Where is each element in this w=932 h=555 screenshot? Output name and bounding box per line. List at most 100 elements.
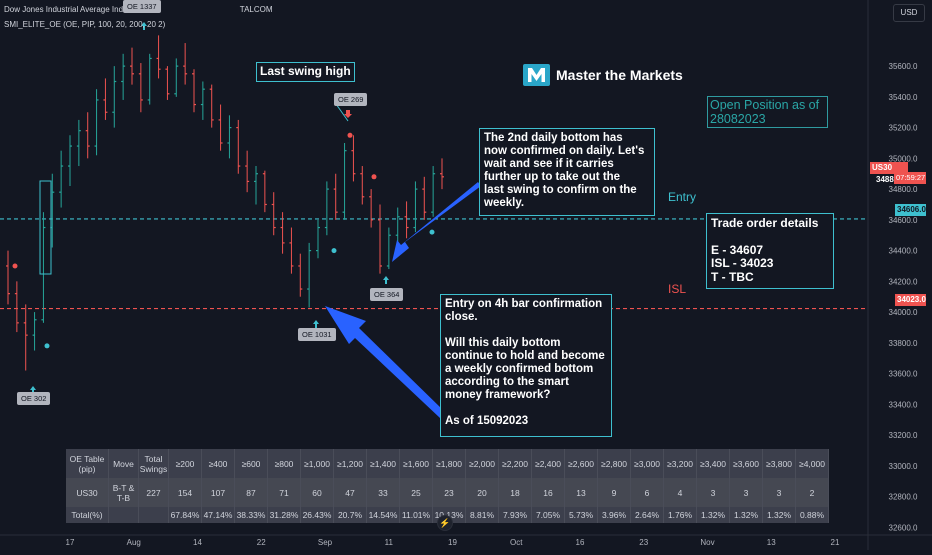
currency-selector[interactable]: USD: [893, 4, 925, 22]
table-header-cell: ≥1,400: [366, 449, 400, 478]
current-symbol: US30: [872, 163, 893, 172]
price-tick-label: 33000.0: [889, 462, 918, 471]
table-cell: 1.76%: [663, 507, 697, 523]
table-cell: 20.7%: [333, 507, 367, 523]
signal-marker: [44, 343, 50, 349]
table-cell: 38.33%: [234, 507, 268, 523]
lightning-icon[interactable]: ⚡: [437, 515, 453, 531]
oe-table-data-row: US30 B-T & T-B 227 154 107 87 71 60 47 3…: [66, 478, 829, 507]
table-cell: 14.54%: [366, 507, 400, 523]
time-tick-label: 22: [257, 538, 266, 547]
down-arrow-icon: [344, 110, 352, 118]
daily-bottom-note[interactable]: The 2nd daily bottom has now confirmed o…: [479, 128, 655, 216]
table-cell: [138, 507, 169, 523]
note-line: [445, 324, 607, 337]
table-header-cell: ≥2,200: [498, 449, 532, 478]
trade-details-note[interactable]: Trade order details E - 34607 ISL - 3402…: [706, 213, 834, 289]
table-header-cell: ≥1,800: [432, 449, 466, 478]
price-tick-label: 32600.0: [889, 523, 918, 532]
table-cell: 13: [564, 478, 598, 507]
open-position-note[interactable]: Open Position as of 28082023: [707, 96, 828, 128]
table-header-cell: ≥4,000: [795, 449, 829, 478]
note-line: As of 15092023: [445, 415, 529, 427]
signal-marker: [331, 248, 337, 254]
time-tick-label: 11: [385, 538, 394, 547]
time-tick-label: Sep: [318, 538, 333, 547]
indicator-title[interactable]: SMI_ELITE_OE (OE, PIP, 100, 20, 200, 20 …: [4, 20, 165, 29]
book-icon: [523, 64, 550, 86]
table-cell: 47: [333, 478, 367, 507]
price-tick-label: 33400.0: [889, 400, 918, 409]
table-cell: 227: [138, 478, 169, 507]
note-line: E - 34607: [711, 242, 764, 257]
current-price-tag: US30 34881.6: [870, 162, 908, 184]
note-line: Entry on 4h bar confirmation: [445, 298, 603, 310]
entry-note[interactable]: Entry on 4h bar confirmation close. Will…: [440, 294, 612, 437]
time-tick-label: Nov: [700, 538, 714, 547]
up-arrow-icon: [141, 22, 147, 30]
note-line: T - TBC: [711, 269, 754, 284]
up-arrow-icon: [313, 320, 319, 328]
oe-tag-364: OE 364: [370, 288, 404, 301]
note-line: [711, 231, 829, 244]
table-cell: 2: [795, 478, 829, 507]
up-arrow-icon: [30, 386, 36, 394]
table-cell: 60: [300, 478, 334, 507]
indicator-tail: 2): [158, 20, 166, 29]
symbol-source: TALCOM: [239, 5, 273, 14]
swing-pointer: [335, 103, 349, 122]
table-header-cell: ≥200: [168, 449, 202, 478]
time-tick-label: 14: [193, 538, 202, 547]
note-line: [445, 402, 607, 415]
last-swing-high-note[interactable]: Last swing high: [256, 62, 355, 82]
note-line: money framework?: [445, 389, 551, 401]
brand-logo: Master the Markets: [523, 64, 683, 86]
note-line: The 2nd daily bottom has: [484, 132, 623, 144]
time-tick-label: 23: [639, 538, 648, 547]
price-tick-label: 33200.0: [889, 431, 918, 440]
note-line: a weekly confirmed bottom: [445, 363, 594, 375]
indicator-name: SMI_ELITE_OE (OE, PIP, 100, 20, 200, 20: [4, 20, 156, 29]
table-cell: 16: [531, 478, 565, 507]
table-cell: 5.73%: [564, 507, 598, 523]
price-tick-label: 33600.0: [889, 370, 918, 379]
table-cell: 2.64%: [630, 507, 664, 523]
price-tick-label: 35400.0: [889, 93, 918, 102]
oe-table-total-row: Total(%) 67.84% 47.14% 38.33% 31.28% 26.…: [66, 507, 829, 523]
isl-line-label: ISL: [668, 282, 687, 296]
price-tick-label: 34000.0: [889, 308, 918, 317]
note-line: wait and see if it carries: [484, 158, 614, 170]
note-line: close.: [445, 311, 478, 323]
time-tick-label: 13: [767, 538, 776, 547]
table-header-cell: ≥2,800: [597, 449, 631, 478]
last-swing-high-text: Last swing high: [260, 64, 351, 78]
oe-tag-269: OE 269: [334, 93, 368, 106]
table-header-cell: ≥3,200: [663, 449, 697, 478]
time-tick-label: Aug: [127, 538, 141, 547]
note-line: continue to hold and become: [445, 350, 605, 362]
note-line: Trade order details: [711, 216, 819, 230]
note-line: last swing to confirm on the: [484, 184, 637, 196]
table-header-cell: ≥2,600: [564, 449, 598, 478]
price-tick-label: 35600.0: [889, 62, 918, 71]
table-cell: 154: [168, 478, 202, 507]
time-tick-label: 21: [831, 538, 840, 547]
table-header-cell: ≥800: [267, 449, 301, 478]
oe-tag-1337: OE 1337: [123, 0, 161, 13]
table-cell: 26.43%: [300, 507, 334, 523]
price-tick-label: 34800.0: [889, 185, 918, 194]
table-cell: 1.32%: [696, 507, 730, 523]
time-tick-label: 17: [66, 538, 75, 547]
table-cell: B-T & T-B: [108, 478, 139, 507]
price-tick-label: 35200.0: [889, 124, 918, 133]
table-header-cell: ≥3,800: [762, 449, 796, 478]
table-cell: 1.32%: [729, 507, 763, 523]
table-cell: 7.93%: [498, 507, 532, 523]
table-header-cell: ≥3,400: [696, 449, 730, 478]
up-arrow-icon: [383, 276, 389, 284]
price-tick-label: 35000.0: [889, 154, 918, 163]
table-header-cell: ≥1,200: [333, 449, 367, 478]
isl-price-tag: 34023.0: [895, 294, 926, 306]
